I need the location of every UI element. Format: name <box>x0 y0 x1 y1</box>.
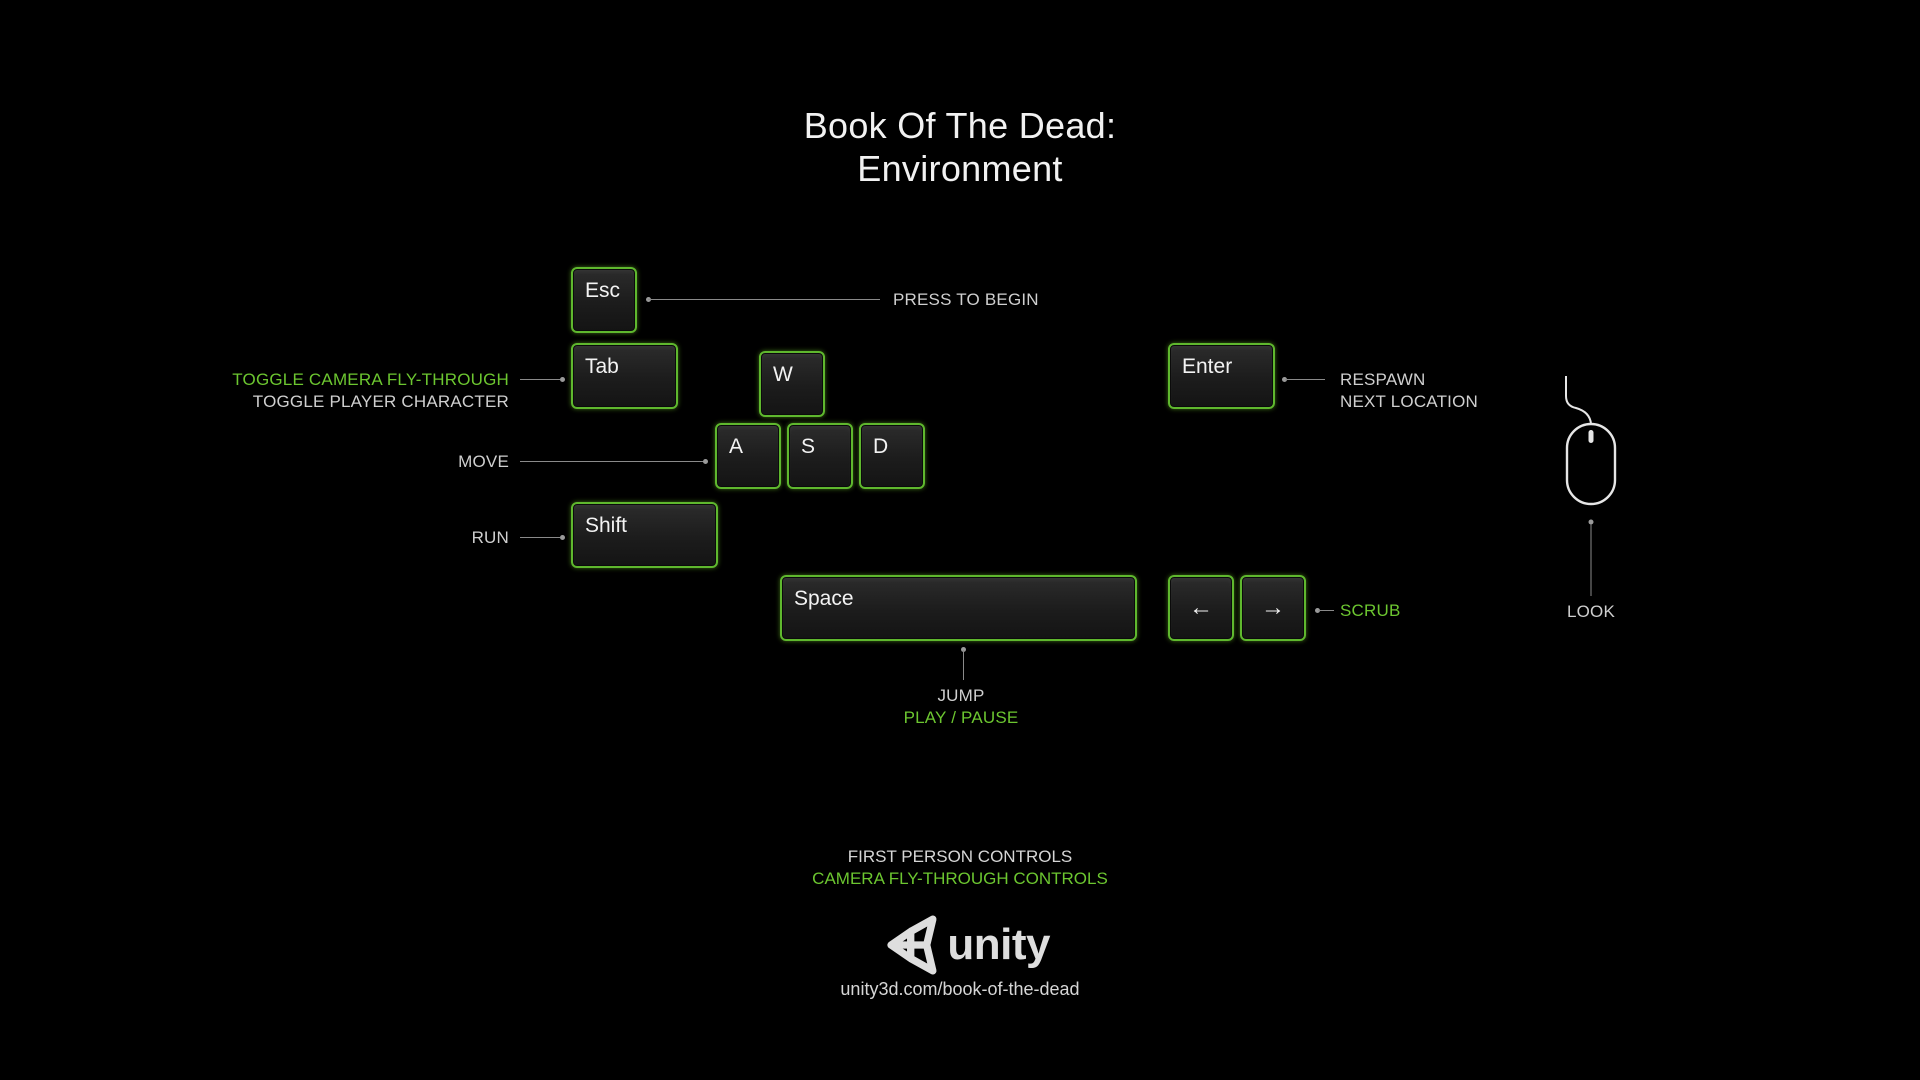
tab-connector-line <box>520 379 560 380</box>
website-url[interactable]: unity3d.com/book-of-the-dead <box>840 979 1080 999</box>
move-connector-line <box>520 461 704 462</box>
enter-connector-dot <box>1282 377 1287 382</box>
scrub-connector-line <box>1318 610 1334 611</box>
scrub-label: SCRUB <box>1340 601 1401 620</box>
a-key[interactable]: A <box>715 423 781 489</box>
mouse-cable <box>1565 376 1592 425</box>
unity-logo: unity <box>880 914 1050 976</box>
title-line-1: Book Of The Dead: <box>803 105 1117 146</box>
toggle-player-label: TOGGLE PLAYER CHARACTER <box>252 392 509 411</box>
tab-connector-dot <box>560 377 565 382</box>
run-connector-line <box>520 537 560 538</box>
jump-label: JUMP <box>937 686 985 705</box>
w-key[interactable]: W <box>759 351 825 417</box>
run-label: RUN <box>471 528 509 547</box>
esc-key[interactable]: Esc <box>571 267 637 333</box>
d-key[interactable]: D <box>859 423 925 489</box>
esc-connector-line <box>648 299 880 300</box>
controls-legend: FIRST PERSON CONTROLS CAMERA FLY-THROUGH… <box>0 846 1920 890</box>
enter-key[interactable]: Enter <box>1168 343 1275 409</box>
mouse-icon <box>1565 376 1617 596</box>
scrub-connector-dot <box>1315 608 1320 613</box>
camera-fly-legend: CAMERA FLY-THROUGH CONTROLS <box>812 869 1108 888</box>
page-title: Book Of The Dead: Environment <box>0 104 1920 190</box>
enter-labels: RESPAWN NEXT LOCATION <box>1340 369 1478 413</box>
space-key[interactable]: Space <box>780 575 1137 641</box>
right-arrow-key[interactable]: → <box>1240 575 1306 641</box>
press-to-begin-label: PRESS TO BEGIN <box>893 290 1039 309</box>
left-arrow-key[interactable]: ← <box>1168 575 1234 641</box>
move-connector-dot <box>703 459 708 464</box>
respawn-label: RESPAWN <box>1340 370 1426 389</box>
shift-key[interactable]: Shift <box>571 502 718 568</box>
next-location-label: NEXT LOCATION <box>1340 392 1478 411</box>
run-connector-dot <box>560 535 565 540</box>
s-key[interactable]: S <box>787 423 853 489</box>
look-connector-dot <box>1588 519 1594 525</box>
unity-logo-text: unity <box>947 920 1050 969</box>
toggle-camera-label: TOGGLE CAMERA FLY-THROUGH <box>232 370 509 389</box>
play-pause-label: PLAY / PAUSE <box>903 708 1019 727</box>
enter-connector-line <box>1285 379 1325 380</box>
tab-labels: TOGGLE CAMERA FLY-THROUGH TOGGLE PLAYER … <box>232 369 509 413</box>
mouse-body <box>1565 422 1617 506</box>
look-label: LOOK <box>1566 602 1616 621</box>
unity-cube-icon <box>887 915 937 975</box>
move-label: MOVE <box>458 452 509 471</box>
title-line-2: Environment <box>857 148 1063 189</box>
jump-connector-line <box>963 650 964 680</box>
jump-labels: JUMP PLAY / PAUSE <box>861 685 1061 729</box>
tab-key[interactable]: Tab <box>571 343 678 409</box>
mouse-wheel <box>1588 430 1594 443</box>
jump-connector-dot <box>961 647 966 652</box>
first-person-legend: FIRST PERSON CONTROLS <box>847 847 1073 866</box>
